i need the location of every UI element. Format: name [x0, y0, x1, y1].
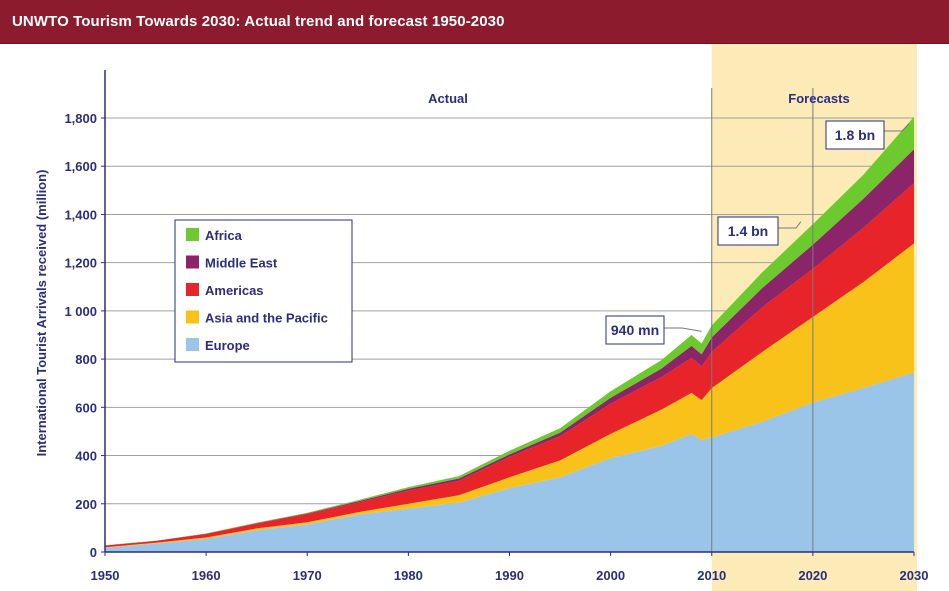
legend-label: Middle East: [205, 256, 278, 271]
y-tick-label: 600: [75, 400, 97, 415]
region-label-actual: Actual: [428, 91, 468, 106]
title-bar: UNWTO Tourism Towards 2030: Actual trend…: [0, 0, 949, 44]
callout-leader: [664, 327, 702, 332]
x-tick-label: 1970: [293, 568, 322, 583]
x-tick-label: 1960: [192, 568, 221, 583]
y-tick-label: 1,800: [64, 111, 97, 126]
y-tick-label: 1,200: [64, 256, 97, 271]
callout-box: [717, 216, 779, 246]
x-tick-label: 1990: [495, 568, 524, 583]
legend-swatch: [186, 283, 199, 296]
callout-box: [605, 315, 665, 345]
callout-leader: [884, 123, 910, 132]
legend-swatch: [186, 338, 199, 351]
callout-label: 1.4 bn: [728, 223, 768, 239]
legend-label: Asia and the Pacific: [205, 311, 328, 326]
legend-swatch: [186, 310, 199, 324]
legend-label: Americas: [205, 283, 264, 298]
legend-label: Europe: [205, 338, 250, 353]
x-tick-label: 1980: [394, 568, 423, 583]
x-tick-label: 2020: [798, 568, 827, 583]
y-axis-title: International Tourist Arrivals received …: [34, 170, 49, 457]
y-tick-label: 1,400: [64, 207, 97, 222]
x-tick-label: 2000: [596, 568, 625, 583]
area-asia-and-the-pacific: [105, 243, 914, 548]
area-americas: [105, 183, 914, 548]
y-tick-label: 200: [75, 497, 97, 512]
x-tick-label: 1950: [91, 568, 120, 583]
legend-swatch: [186, 255, 199, 269]
callout-label: 940 mn: [611, 322, 659, 338]
legend-label: Africa: [205, 228, 243, 243]
y-tick-label: 0: [90, 545, 97, 560]
region-label-forecasts: Forecasts: [788, 91, 849, 106]
callout-box: [825, 120, 885, 150]
x-tick-label: 2010: [697, 568, 726, 583]
callout-label: 1.8 bn: [835, 127, 875, 143]
x-tick-label: 2030: [900, 568, 929, 583]
legend-swatch: [186, 228, 199, 241]
y-tick-label: 400: [75, 449, 97, 464]
tourism-area-chart: 0 200 400 600 800 1 000 1,200 1,400 1,600 1,800 19…: [34, 44, 929, 591]
legend-box: [174, 219, 353, 363]
page-title: UNWTO Tourism Towards 2030: Actual trend…: [12, 13, 505, 30]
y-tick-label: 1 000: [64, 304, 97, 319]
callout-leader: [778, 221, 802, 229]
y-tick-label: 800: [75, 352, 97, 367]
y-tick-label: 1,600: [64, 159, 97, 174]
